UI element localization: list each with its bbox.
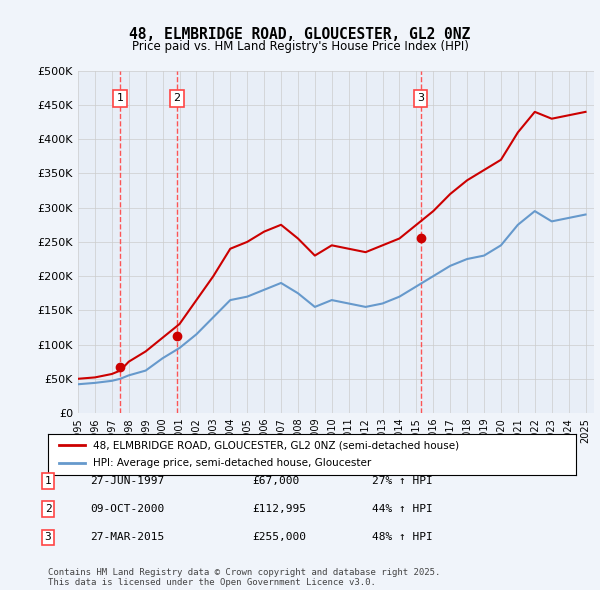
Text: 3: 3: [417, 93, 424, 103]
Text: £112,995: £112,995: [252, 504, 306, 514]
Text: 48, ELMBRIDGE ROAD, GLOUCESTER, GL2 0NZ: 48, ELMBRIDGE ROAD, GLOUCESTER, GL2 0NZ: [130, 27, 470, 41]
Text: 1: 1: [44, 476, 52, 486]
Text: 1: 1: [117, 93, 124, 103]
Text: 2: 2: [44, 504, 52, 514]
Text: 27-JUN-1997: 27-JUN-1997: [90, 476, 164, 486]
Text: 48, ELMBRIDGE ROAD, GLOUCESTER, GL2 0NZ (semi-detached house): 48, ELMBRIDGE ROAD, GLOUCESTER, GL2 0NZ …: [93, 440, 459, 450]
Text: 27% ↑ HPI: 27% ↑ HPI: [372, 476, 433, 486]
Text: 2: 2: [173, 93, 180, 103]
Text: 09-OCT-2000: 09-OCT-2000: [90, 504, 164, 514]
Text: HPI: Average price, semi-detached house, Gloucester: HPI: Average price, semi-detached house,…: [93, 458, 371, 468]
Text: 48% ↑ HPI: 48% ↑ HPI: [372, 533, 433, 542]
Text: 44% ↑ HPI: 44% ↑ HPI: [372, 504, 433, 514]
Text: £67,000: £67,000: [252, 476, 299, 486]
Text: Price paid vs. HM Land Registry's House Price Index (HPI): Price paid vs. HM Land Registry's House …: [131, 40, 469, 53]
Text: 27-MAR-2015: 27-MAR-2015: [90, 533, 164, 542]
Text: Contains HM Land Registry data © Crown copyright and database right 2025.
This d: Contains HM Land Registry data © Crown c…: [48, 568, 440, 587]
Text: 3: 3: [44, 533, 52, 542]
Text: £255,000: £255,000: [252, 533, 306, 542]
